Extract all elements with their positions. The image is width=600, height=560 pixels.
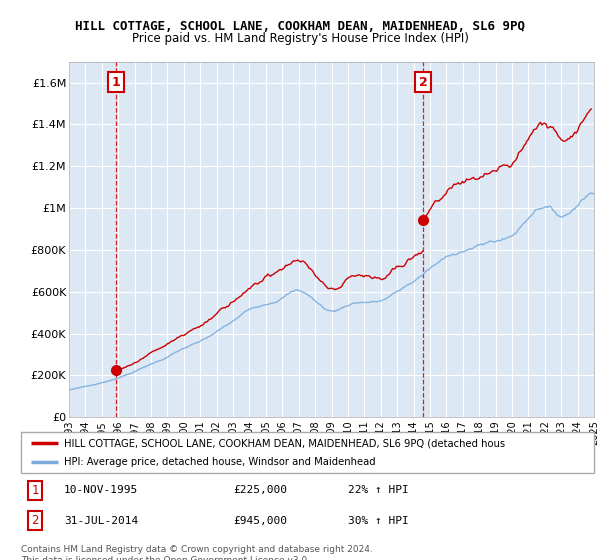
Text: 1: 1 — [32, 484, 39, 497]
Text: 2: 2 — [32, 514, 39, 527]
Text: HPI: Average price, detached house, Windsor and Maidenhead: HPI: Average price, detached house, Wind… — [64, 457, 376, 467]
Text: 10-NOV-1995: 10-NOV-1995 — [64, 486, 138, 496]
FancyBboxPatch shape — [21, 432, 594, 473]
Text: £225,000: £225,000 — [233, 486, 287, 496]
Text: HILL COTTAGE, SCHOOL LANE, COOKHAM DEAN, MAIDENHEAD, SL6 9PQ (detached hous: HILL COTTAGE, SCHOOL LANE, COOKHAM DEAN,… — [64, 438, 505, 449]
Text: 1: 1 — [112, 76, 121, 89]
Text: 30% ↑ HPI: 30% ↑ HPI — [347, 516, 409, 526]
Text: 31-JUL-2014: 31-JUL-2014 — [64, 516, 138, 526]
Text: Contains HM Land Registry data © Crown copyright and database right 2024.
This d: Contains HM Land Registry data © Crown c… — [21, 545, 373, 560]
Text: 22% ↑ HPI: 22% ↑ HPI — [347, 486, 409, 496]
Text: 2: 2 — [419, 76, 427, 89]
Text: £945,000: £945,000 — [233, 516, 287, 526]
Text: Price paid vs. HM Land Registry's House Price Index (HPI): Price paid vs. HM Land Registry's House … — [131, 32, 469, 45]
Text: HILL COTTAGE, SCHOOL LANE, COOKHAM DEAN, MAIDENHEAD, SL6 9PQ: HILL COTTAGE, SCHOOL LANE, COOKHAM DEAN,… — [75, 20, 525, 32]
